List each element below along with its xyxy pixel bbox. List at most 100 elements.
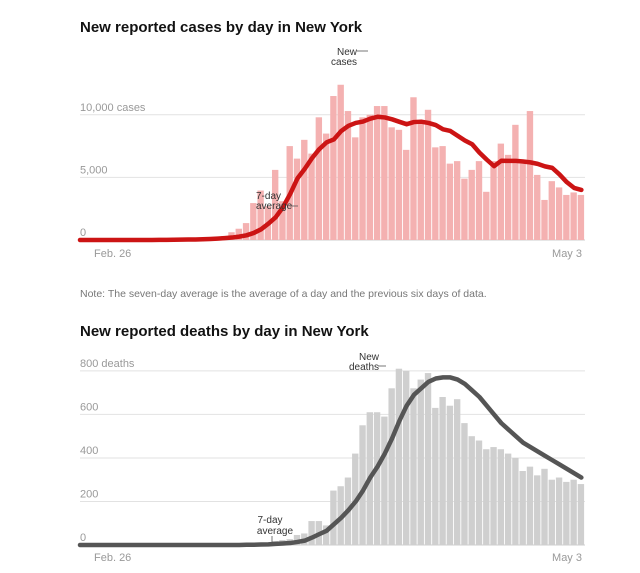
cases-bar <box>242 223 250 240</box>
cases-bar <box>271 169 279 240</box>
cases-bar <box>337 84 344 240</box>
cases-bar <box>257 190 264 240</box>
cases-bar <box>548 181 555 240</box>
deaths-bar <box>468 436 475 545</box>
cases-bar <box>490 161 497 240</box>
deaths-bar <box>439 397 446 545</box>
deaths-bar <box>504 453 512 545</box>
cases-bar <box>424 109 432 240</box>
deaths-bar <box>403 370 410 545</box>
cases-new-label: New <box>337 47 358 58</box>
deaths-bar <box>417 379 424 545</box>
cases-bar <box>453 161 461 240</box>
deaths-bar <box>475 440 483 545</box>
deaths-x-label-start: Feb. 26 <box>94 552 131 564</box>
deaths-bar <box>526 466 534 545</box>
cases-bars <box>126 84 585 241</box>
chart-note: Note: The seven-day average is the avera… <box>80 288 487 300</box>
deaths-average-line-group <box>77 375 584 548</box>
deaths-bar <box>410 388 417 545</box>
cases-chart: New reported cases by day in New York 0 5… <box>77 19 585 260</box>
deaths-avg-label: average <box>257 526 294 537</box>
deaths-bar <box>424 373 432 545</box>
cases-bar <box>461 178 468 240</box>
deaths-bar <box>388 388 395 545</box>
deaths-chart-title: New reported deaths by day in New York <box>80 323 369 340</box>
cases-bar <box>497 143 505 240</box>
cases-bar <box>483 191 490 240</box>
deaths-bar <box>322 525 330 545</box>
deaths-y-tick-labels: 0 200 400 600 800 deaths <box>80 358 135 544</box>
cases-bar <box>512 124 519 240</box>
cases-bar <box>570 192 577 240</box>
deaths-bar <box>395 368 403 545</box>
deaths-chart: New reported deaths by day in New York 0… <box>77 323 585 564</box>
deaths-bar <box>570 479 577 545</box>
cases-bar <box>526 111 534 240</box>
cases-bar <box>322 133 330 240</box>
cases-bar <box>330 96 337 241</box>
cases-new-label: cases <box>331 57 357 68</box>
cases-bar <box>446 163 454 240</box>
cases-bar <box>541 199 548 240</box>
deaths-new-label: deaths <box>349 362 379 373</box>
deaths-bar <box>497 449 505 545</box>
deaths-bar <box>330 490 337 545</box>
cases-x-label-start: Feb. 26 <box>94 248 131 260</box>
cases-bar <box>235 228 242 240</box>
cases-bar <box>563 194 570 240</box>
deaths-bar <box>446 405 454 545</box>
deaths-bar <box>373 412 381 545</box>
cases-bar <box>315 117 323 240</box>
deaths-bar <box>381 416 388 545</box>
deaths-bar <box>308 521 315 545</box>
cases-bar <box>410 97 417 241</box>
deaths-bar <box>432 407 439 545</box>
cases-bar <box>293 158 301 240</box>
deaths-average-line <box>77 375 584 548</box>
deaths-y-tick-label: 200 <box>80 488 98 500</box>
deaths-bar <box>563 481 570 545</box>
cases-bar <box>555 187 563 240</box>
deaths-x-label-end: May 3 <box>552 552 582 564</box>
deaths-new-label: New <box>359 352 380 363</box>
deaths-bar <box>534 475 541 545</box>
cases-bar <box>344 111 352 240</box>
cases-y-tick-label: 0 <box>80 227 86 239</box>
cases-bar <box>373 106 381 240</box>
cases-bar <box>352 137 359 240</box>
deaths-y-tick-label: 400 <box>80 445 98 457</box>
cases-y-tick-label: 10,000 cases <box>80 102 146 114</box>
cases-bar <box>468 169 475 240</box>
cases-bar <box>359 117 366 240</box>
deaths-bar <box>512 457 519 545</box>
cases-y-tick-labels: 0 5,000 10,000 cases <box>80 102 146 239</box>
cases-bar <box>279 201 286 240</box>
cases-bar <box>439 146 446 240</box>
cases-bar <box>388 127 395 240</box>
deaths-bar <box>577 484 585 545</box>
cases-bar <box>403 149 410 240</box>
cases-chart-title: New reported cases by day in New York <box>80 19 363 36</box>
deaths-bar <box>555 477 563 545</box>
deaths-bar <box>541 468 548 545</box>
cases-bar <box>395 129 403 240</box>
deaths-bar <box>483 449 490 545</box>
deaths-y-tick-label: 600 <box>80 401 98 413</box>
cases-y-tick-label: 5,000 <box>80 164 108 176</box>
deaths-y-tick-label: 800 deaths <box>80 358 135 370</box>
deaths-bar <box>548 479 555 545</box>
cases-bar <box>250 203 257 240</box>
cases-bar <box>534 174 541 240</box>
cases-bar <box>519 163 526 240</box>
cases-bar <box>475 161 483 240</box>
cases-x-label-end: May 3 <box>552 248 582 260</box>
cases-bar <box>308 153 315 240</box>
deaths-avg-label: 7-day <box>257 515 282 526</box>
cases-bar <box>417 121 424 240</box>
cases-bar <box>301 139 308 240</box>
deaths-bar <box>461 423 468 545</box>
